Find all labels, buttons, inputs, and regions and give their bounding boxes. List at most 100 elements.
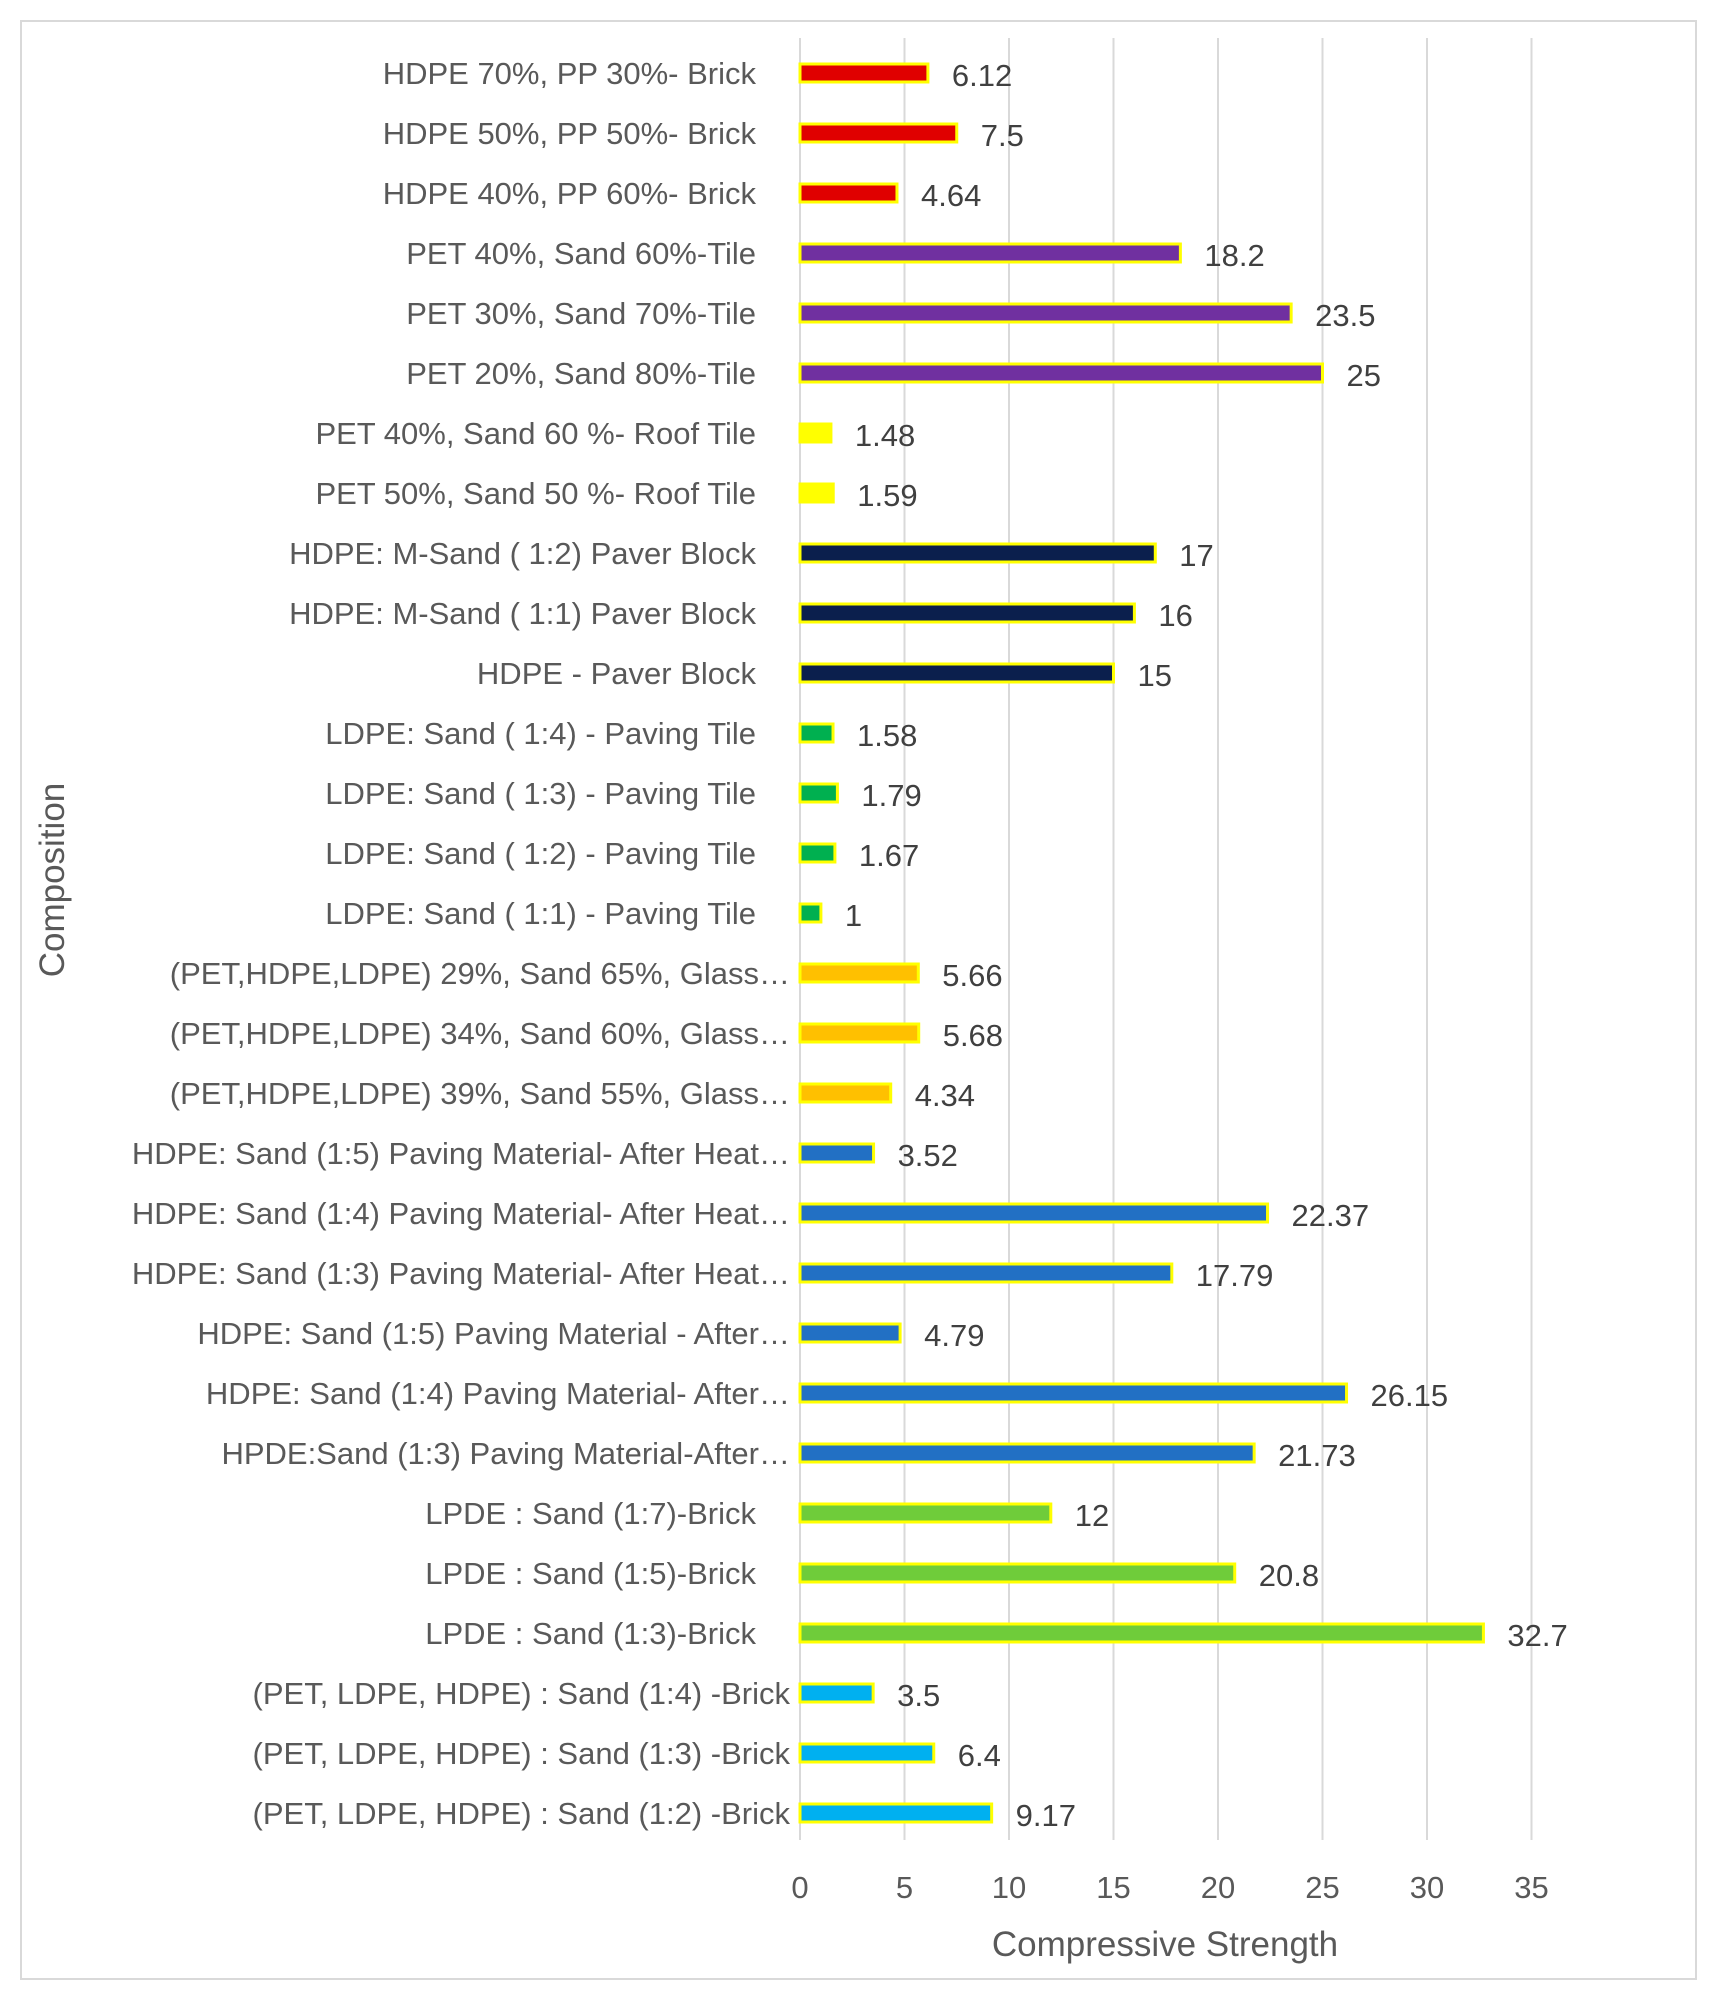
value-label: 20.8 — [1259, 1558, 1319, 1593]
bar — [798, 1382, 1349, 1404]
category-label: LDPE: Sand ( 1:2) - Paving Tile — [325, 836, 756, 871]
category-label: HDPE: Sand (1:4) Paving Material- After… — [206, 1376, 790, 1411]
value-label: 5.68 — [943, 1018, 1003, 1053]
bar — [798, 1802, 994, 1824]
value-label: 25 — [1347, 358, 1381, 393]
bar — [798, 1442, 1256, 1464]
bar — [798, 842, 837, 864]
value-label: 15 — [1138, 658, 1172, 693]
category-label: PET 40%, Sand 60 %- Roof Tile — [315, 416, 756, 451]
bar — [798, 722, 835, 744]
category-label: HDPE: Sand (1:5) Paving Material - After… — [197, 1316, 790, 1351]
bar — [798, 362, 1324, 384]
category-label: LPDE : Sand (1:7)-Brick — [425, 1496, 756, 1531]
bar — [798, 242, 1182, 264]
value-label: 1 — [845, 898, 862, 933]
category-label: HDPE: M-Sand ( 1:2) Paver Block — [289, 536, 756, 571]
category-label: LPDE : Sand (1:3)-Brick — [425, 1616, 756, 1651]
x-tick-label: 5 — [896, 1870, 913, 1905]
value-label: 1.79 — [861, 778, 921, 813]
category-label: HDPE: M-Sand ( 1:1) Paver Block — [289, 596, 756, 631]
bar — [798, 1322, 902, 1344]
value-label: 3.52 — [898, 1138, 958, 1173]
category-label: (PET,HDPE,LDPE) 39%, Sand 55%, Glass… — [170, 1076, 790, 1111]
category-label: LDPE: Sand ( 1:3) - Paving Tile — [325, 776, 756, 811]
value-label: 1.67 — [859, 838, 919, 873]
category-label: (PET,HDPE,LDPE) 34%, Sand 60%, Glass… — [170, 1016, 790, 1051]
bar — [798, 1142, 876, 1164]
value-label: 21.73 — [1278, 1438, 1356, 1473]
category-label: (PET, LDPE, HDPE) : Sand (1:3) -Brick — [253, 1736, 791, 1771]
y-axis-title: Composition — [33, 783, 72, 978]
bar — [798, 422, 833, 444]
value-label: 1.48 — [855, 418, 915, 453]
x-tick-label: 20 — [1201, 1870, 1235, 1905]
category-label: HDPE: Sand (1:4) Paving Material- After … — [132, 1196, 790, 1231]
value-label: 23.5 — [1315, 298, 1375, 333]
bars — [798, 62, 1485, 1824]
value-label: 26.15 — [1371, 1378, 1449, 1413]
value-label: 6.4 — [958, 1738, 1001, 1773]
category-label: HPDE:Sand (1:3) Paving Material-After… — [221, 1436, 790, 1471]
category-label: PET 40%, Sand 60%-Tile — [406, 236, 756, 271]
bar — [798, 182, 899, 204]
bar — [798, 602, 1136, 624]
bar — [798, 1682, 875, 1704]
bar — [798, 62, 930, 84]
bar — [798, 1742, 936, 1764]
value-label: 6.12 — [952, 58, 1012, 93]
category-label: LDPE: Sand ( 1:1) - Paving Tile — [325, 896, 756, 931]
value-label: 9.17 — [1016, 1798, 1076, 1833]
value-label: 17.79 — [1196, 1258, 1274, 1293]
x-tick-label: 10 — [992, 1870, 1026, 1905]
bar — [798, 662, 1115, 684]
value-label: 17 — [1179, 538, 1213, 573]
category-label: HDPE 40%, PP 60%- Brick — [383, 176, 757, 211]
value-label: 16 — [1158, 598, 1192, 633]
category-label: PET 30%, Sand 70%-Tile — [406, 296, 756, 331]
value-label: 7.5 — [981, 118, 1024, 153]
value-label: 1.59 — [857, 478, 917, 513]
bar — [798, 1082, 893, 1104]
x-tick-label: 30 — [1410, 1870, 1444, 1905]
value-labels: 6.12 7.54.64 18.2 23.5 25 1.48 1.59 17 16 15 1.58 1… — [845, 58, 1568, 1833]
value-label: 12 — [1075, 1498, 1109, 1533]
chart-frame — [20, 20, 1697, 1980]
x-tick-label: 25 — [1305, 1870, 1339, 1905]
value-label: 22.37 — [1292, 1198, 1370, 1233]
category-label: HDPE: Sand (1:3) Paving Material- After … — [132, 1256, 790, 1291]
category-label: (PET, LDPE, HDPE) : Sand (1:4) -Brick — [253, 1676, 791, 1711]
value-label: 32.7 — [1507, 1618, 1567, 1653]
category-label: HDPE 70%, PP 30%- Brick — [383, 56, 757, 91]
value-label: 3.5 — [897, 1678, 940, 1713]
bar — [798, 1502, 1053, 1524]
category-label: (PET,HDPE,LDPE) 29%, Sand 65%, Glass… — [170, 956, 790, 991]
bar — [798, 542, 1157, 564]
category-label: PET 50%, Sand 50 %- Roof Tile — [315, 476, 756, 511]
category-label: LDPE: Sand ( 1:4) - Paving Tile — [325, 716, 756, 751]
category-label: HDPE: Sand (1:5) Paving Material- After … — [132, 1136, 790, 1171]
bar — [798, 1562, 1237, 1584]
category-label: HDPE - Paver Block — [477, 656, 757, 691]
category-label: (PET, LDPE, HDPE) : Sand (1:2) -Brick — [253, 1796, 791, 1831]
bar — [798, 302, 1293, 324]
bar — [798, 122, 959, 144]
bar — [798, 962, 920, 984]
value-label: 4.64 — [921, 178, 981, 213]
category-label: HDPE 50%, PP 50%- Brick — [383, 116, 757, 151]
x-tick-label: 0 — [791, 1870, 808, 1905]
category-label: PET 20%, Sand 80%-Tile — [406, 356, 756, 391]
category-labels: HDPE 70%, PP 30%- Brick HDPE 50%, PP 50%-… — [132, 56, 791, 1831]
value-label: 4.79 — [924, 1318, 984, 1353]
category-label: LPDE : Sand (1:5)-Brick — [425, 1556, 756, 1591]
value-label: 4.34 — [915, 1078, 975, 1113]
value-label: 1.58 — [857, 718, 917, 753]
bar — [798, 482, 835, 504]
x-tick-label: 35 — [1514, 1870, 1548, 1905]
gridlines — [799, 38, 1533, 1840]
x-axis-title: Compressive Strength — [992, 1925, 1338, 1964]
bar — [798, 1262, 1174, 1284]
bar — [798, 782, 839, 804]
bar — [798, 1202, 1270, 1224]
x-tick-label: 15 — [1096, 1870, 1130, 1905]
